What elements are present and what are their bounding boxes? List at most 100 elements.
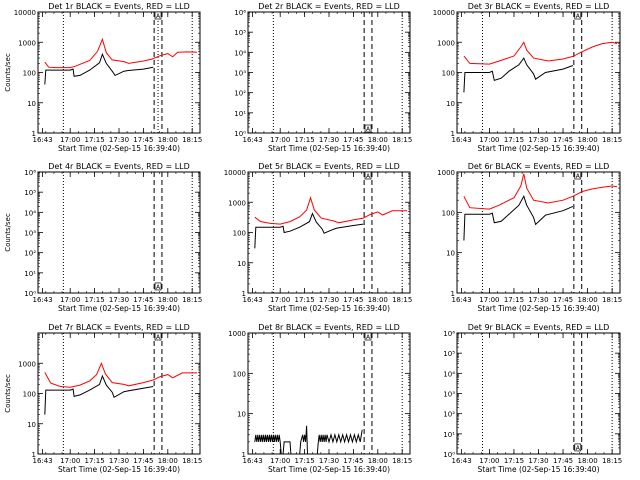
x-tick-label: 18:15 xyxy=(392,296,412,304)
x-tick-label: 18:00 xyxy=(578,296,598,304)
y-tick-label: 1 xyxy=(242,451,246,459)
y-tick-label: 10² xyxy=(24,250,36,258)
lld-rate-line xyxy=(254,196,408,225)
x-tick-label: 17:15 xyxy=(295,296,315,304)
y-tick-label: 10⁶ xyxy=(24,169,36,177)
x-tick-label: 18:00 xyxy=(158,136,178,144)
y-tick-label: 10¹ xyxy=(443,431,455,439)
panel-title: Det 7r BLACK = Events, RED = LLD xyxy=(48,323,190,332)
y-tick-label: 10⁴ xyxy=(234,49,246,57)
attenuator-marker-box xyxy=(364,332,372,341)
panel-title: Det 5r BLACK = Events, RED = LLD xyxy=(258,162,400,171)
x-tick-label: 17:30 xyxy=(319,296,339,304)
plot-frame xyxy=(37,332,201,455)
y-tick-label: 10000 xyxy=(433,9,455,17)
x-axis-label: Start Time (02-Sep-15 16:39:40) xyxy=(58,304,180,313)
panel-det-4: Det 4r BLACK = Events, RED = LLD 10⁰ 10¹ 10… xyxy=(4,162,202,313)
attenuator-marker-label: A xyxy=(366,173,371,180)
x-tick-label: 16:43 xyxy=(452,296,472,304)
x-tick-label: 17:00 xyxy=(479,296,499,304)
y-tick-label: 10⁴ xyxy=(24,209,36,217)
x-tick-label: 18:15 xyxy=(182,296,202,304)
x-tick-label: 17:00 xyxy=(270,136,290,144)
attenuator-marker-box xyxy=(154,332,162,341)
x-tick-label: 17:00 xyxy=(479,136,499,144)
x-tick-label: 17:15 xyxy=(504,296,524,304)
x-tick-label: 17:15 xyxy=(295,136,315,144)
events-rate-line xyxy=(463,57,574,93)
x-tick-label: 18:15 xyxy=(602,457,622,465)
y-tick-label: 10 xyxy=(237,260,246,268)
x-tick-label: 18:00 xyxy=(368,457,388,465)
x-tick-label: 16:43 xyxy=(242,296,262,304)
x-tick-label: 16:43 xyxy=(242,136,262,144)
x-tick-label: 17:45 xyxy=(553,136,573,144)
x-tick-label: 17:30 xyxy=(109,457,129,465)
y-tick-label: 100 xyxy=(442,70,455,78)
x-tick-label: 18:15 xyxy=(182,457,202,465)
y-tick-label: 10³ xyxy=(234,70,246,78)
events-rate-line xyxy=(44,374,154,415)
panel-title: Det 9r BLACK = Events, RED = LLD xyxy=(468,323,610,332)
panel-det-6: Det 6r BLACK = Events, RED = LLD 1 10 100 10… xyxy=(437,162,622,313)
y-tick-label: 1 xyxy=(451,290,455,298)
plot-frame xyxy=(37,11,201,134)
x-tick-label: 18:15 xyxy=(392,457,412,465)
x-tick-label: 16:43 xyxy=(32,296,52,304)
x-tick-label: 17:45 xyxy=(343,296,363,304)
y-tick-label: 10 xyxy=(27,421,36,429)
x-tick-label: 17:15 xyxy=(85,136,105,144)
x-axis-label: Start Time (02-Sep-15 16:39:40) xyxy=(268,144,390,153)
x-tick-label: 17:45 xyxy=(553,457,573,465)
y-axis-label: Counts/sec xyxy=(4,213,12,252)
panel-title: Det 4r BLACK = Events, RED = LLD xyxy=(48,162,190,171)
y-tick-label: 10⁰ xyxy=(24,290,36,298)
panel-title: Det 3r BLACK = Events, RED = LLD xyxy=(468,2,610,11)
x-axis-label: Start Time (02-Sep-15 16:39:40) xyxy=(268,304,390,313)
attenuator-marker-label: A xyxy=(366,126,371,133)
x-tick-label: 16:43 xyxy=(242,457,262,465)
x-tick-label: 17:15 xyxy=(85,457,105,465)
x-tick-label: 17:15 xyxy=(504,136,524,144)
attenuator-marker-box xyxy=(574,171,582,180)
y-tick-label: 10 xyxy=(27,100,36,108)
x-tick-label: 17:00 xyxy=(270,457,290,465)
y-tick-label: 100 xyxy=(442,209,455,217)
x-tick-label: 17:00 xyxy=(60,457,80,465)
x-tick-label: 17:45 xyxy=(343,136,363,144)
x-tick-label: 17:15 xyxy=(85,296,105,304)
attenuator-marker-label: A xyxy=(576,445,581,452)
x-tick-label: 17:45 xyxy=(133,136,153,144)
x-tick-label: 18:00 xyxy=(578,136,598,144)
y-tick-label: 1 xyxy=(32,130,36,138)
y-tick-label: 10⁶ xyxy=(443,330,455,338)
y-tick-label: 1000 xyxy=(437,169,455,177)
x-tick-label: 17:15 xyxy=(504,457,524,465)
x-tick-label: 17:45 xyxy=(343,457,363,465)
y-tick-label: 10³ xyxy=(443,391,455,399)
attenuator-marker-box xyxy=(574,11,582,20)
events-rate-line xyxy=(254,425,363,454)
attenuator-marker-box xyxy=(574,443,582,452)
x-tick-label: 18:15 xyxy=(602,136,622,144)
events-rate-line xyxy=(44,52,154,85)
x-tick-label: 18:00 xyxy=(158,457,178,465)
y-tick-label: 1 xyxy=(32,451,36,459)
panel-det-2: Det 2r BLACK = Events, RED = LLD 10⁰ 10¹ 10… xyxy=(234,2,412,153)
attenuator-marker-label: A xyxy=(576,173,581,180)
y-tick-label: 10⁵ xyxy=(234,29,246,37)
y-tick-label: 1 xyxy=(242,290,246,298)
y-tick-label: 10¹ xyxy=(234,110,246,118)
events-rate-line xyxy=(463,195,574,241)
y-axis-label: Counts/sec xyxy=(4,53,12,92)
attenuator-marker-label: A xyxy=(156,13,161,20)
y-tick-label: 10⁴ xyxy=(443,370,455,378)
x-tick-label: 18:15 xyxy=(182,136,202,144)
x-tick-label: 17:30 xyxy=(109,136,129,144)
x-axis-label: Start Time (02-Sep-15 16:39:40) xyxy=(478,304,600,313)
attenuator-marker-box xyxy=(154,11,162,20)
x-axis-label: Start Time (02-Sep-15 16:39:40) xyxy=(58,465,180,474)
x-tick-label: 16:43 xyxy=(32,136,52,144)
y-tick-label: 100 xyxy=(233,230,246,238)
